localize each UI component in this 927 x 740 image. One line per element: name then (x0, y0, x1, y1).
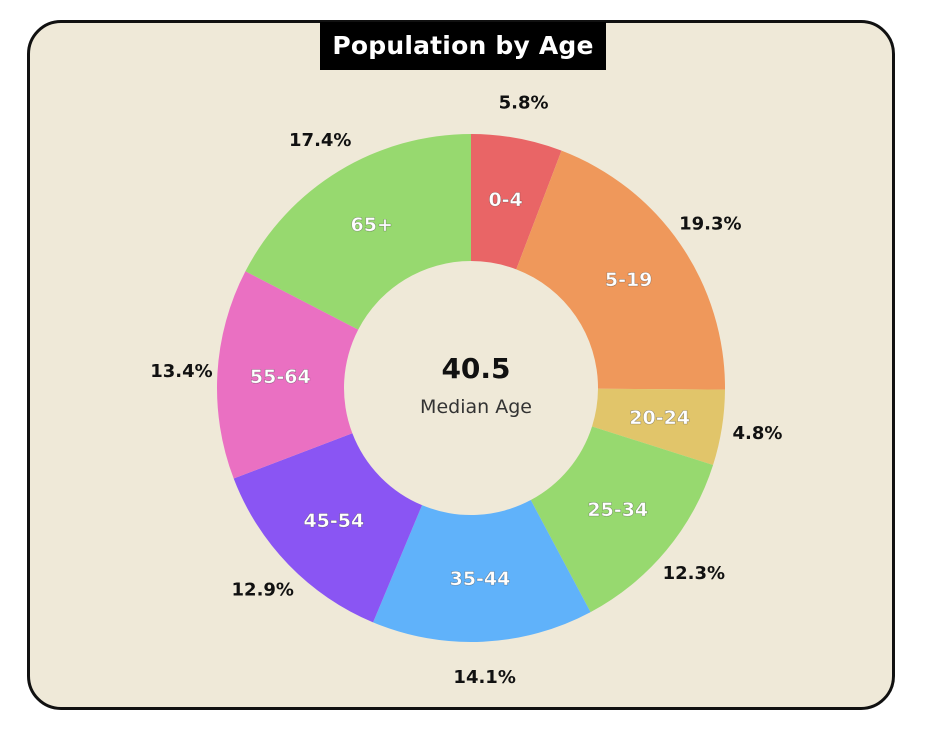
slice-label-35-44: 35-44 (450, 568, 511, 590)
median-age-label: Median Age (420, 396, 532, 418)
value-label-55-64: 13.4% (150, 361, 212, 382)
slice-20-24[interactable] (592, 388, 725, 465)
slice-label-5-19: 5-19 (605, 269, 653, 291)
slice-25-34[interactable] (530, 426, 714, 613)
slice-0-4[interactable] (471, 134, 562, 270)
slice-label-55-64: 55-64 (250, 366, 311, 388)
slice-label-65+: 65+ (351, 214, 393, 236)
slice-65+[interactable] (245, 134, 471, 330)
value-label-0-4: 5.8% (499, 92, 549, 113)
value-label-65+: 17.4% (289, 130, 351, 151)
slice-label-20-24: 20-24 (629, 407, 690, 429)
slice-label-25-34: 25-34 (587, 499, 648, 521)
value-label-5-19: 19.3% (679, 214, 741, 235)
slice-35-44[interactable] (373, 500, 591, 642)
chart-title: Population by Age (320, 22, 606, 70)
value-label-25-34: 12.3% (663, 563, 725, 584)
value-label-35-44: 14.1% (453, 667, 515, 688)
median-age-value: 40.5 (441, 352, 511, 385)
slice-55-64[interactable] (217, 271, 359, 479)
slice-label-45-54: 45-54 (303, 510, 364, 532)
slice-5-19[interactable] (516, 150, 725, 390)
slice-label-0-4: 0-4 (488, 189, 522, 211)
value-label-45-54: 12.9% (232, 579, 294, 600)
value-label-20-24: 4.8% (732, 423, 782, 444)
slice-45-54[interactable] (233, 433, 423, 623)
